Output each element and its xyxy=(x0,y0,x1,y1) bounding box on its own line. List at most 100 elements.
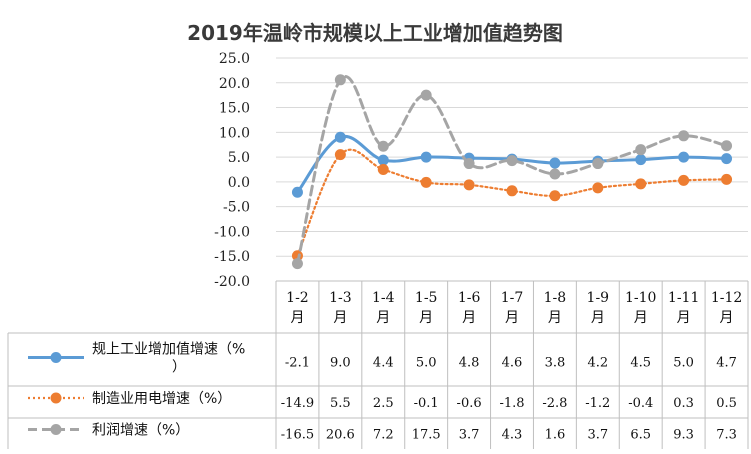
table-cell: -2.1 xyxy=(285,356,310,371)
table-cell: 4.2 xyxy=(587,356,608,371)
table-cell: 20.6 xyxy=(326,428,355,443)
table-cell: -1.8 xyxy=(499,396,524,411)
x-tick-label: 1-6 月 xyxy=(458,290,481,326)
series-3 xyxy=(291,74,733,270)
y-tick-label: -10.0 xyxy=(214,224,250,240)
table-cell: -1.2 xyxy=(585,396,610,411)
table-cell: 4.6 xyxy=(502,356,523,371)
data-point xyxy=(377,164,389,175)
data-point xyxy=(678,151,690,163)
y-tick-label: -5.0 xyxy=(223,200,250,216)
table-cell: 5.0 xyxy=(416,356,437,371)
table-cell: 3.8 xyxy=(545,356,566,371)
data-point xyxy=(635,178,647,190)
data-point xyxy=(635,144,647,156)
data-point xyxy=(420,89,432,101)
data-point xyxy=(291,258,303,270)
x-tick-label: 1-9 月 xyxy=(587,290,610,326)
data-point xyxy=(420,176,432,188)
table-cell: 7.2 xyxy=(373,428,394,443)
x-tick-label: 1-5 月 xyxy=(415,290,438,326)
table-cell: -0.1 xyxy=(414,396,439,411)
table-cell: 4.4 xyxy=(373,356,394,371)
data-point xyxy=(334,149,346,161)
data-point xyxy=(678,130,690,142)
data-point xyxy=(377,140,389,152)
x-tick-label: 1-8 月 xyxy=(544,290,567,326)
data-point xyxy=(463,179,475,191)
data-point xyxy=(721,140,733,152)
table-cell: -2.8 xyxy=(542,396,567,411)
data-point xyxy=(721,173,733,185)
data-point xyxy=(549,190,561,202)
table-cell: -16.5 xyxy=(281,428,314,443)
table-cell: 9.0 xyxy=(330,356,351,371)
y-tick-label: 5.0 xyxy=(228,150,250,166)
legend-swatch-marker xyxy=(50,392,62,404)
table-cell: 3.7 xyxy=(459,428,480,443)
table-cell: 0.5 xyxy=(716,396,737,411)
y-axis-ticks: 25.0 20.0 15.0 10.0 5.0 0.0 -5.0 -10.0 -15.0 -20.… xyxy=(214,51,250,290)
table-cell: 4.5 xyxy=(630,356,651,371)
data-point xyxy=(549,157,561,169)
x-tick-label: 1-2 月 xyxy=(286,290,309,326)
data-point xyxy=(506,155,518,167)
legend-swatch-marker xyxy=(50,352,62,363)
data-point xyxy=(420,151,432,163)
legend-label: 制造业用电增速（%） xyxy=(92,391,231,407)
table-cell: 5.0 xyxy=(673,356,694,371)
table-cell: -14.9 xyxy=(281,396,314,411)
legend-label: 利润增速（%） xyxy=(92,423,189,439)
table-cell: 6.5 xyxy=(630,428,651,443)
table-cell: 5.5 xyxy=(330,396,351,411)
x-tick-label: 1-11 月 xyxy=(668,290,699,326)
data-point xyxy=(635,154,647,166)
x-tick-label: 1-7 月 xyxy=(501,290,524,326)
table-cell: 4.7 xyxy=(716,356,737,371)
data-point xyxy=(678,174,690,186)
data-table: 1-2 月 1-3 月 1-4 月 1-5 月 1-6 月 1-7 月 1-8 月 1-9 月 1-10 月 1-1… xyxy=(7,280,749,449)
data-point xyxy=(592,182,604,194)
data-point xyxy=(291,250,303,262)
y-tick-label: 10.0 xyxy=(219,125,250,141)
data-point xyxy=(506,185,518,197)
y-tick-label: 15.0 xyxy=(219,101,250,117)
data-point xyxy=(334,74,346,86)
data-point xyxy=(377,154,389,166)
y-tick-label: -15.0 xyxy=(214,249,250,265)
table-cell: 3.7 xyxy=(587,428,608,443)
series-2 xyxy=(291,148,733,262)
data-point xyxy=(334,131,346,143)
series-layer xyxy=(291,74,733,270)
legend-swatch-marker xyxy=(50,424,62,435)
legend-label: 规上工业增加值增速（%） xyxy=(92,342,245,376)
table-cell: 4.8 xyxy=(459,356,480,371)
table-cell: 9.3 xyxy=(673,428,694,443)
series-line xyxy=(296,148,728,257)
table-cell: 17.5 xyxy=(412,428,441,443)
y-tick-label: 25.0 xyxy=(219,51,250,67)
data-point xyxy=(721,153,733,165)
table-cell: 0.3 xyxy=(673,396,694,411)
x-tick-label: 1-12 月 xyxy=(711,290,742,326)
x-tick-label: 1-10 月 xyxy=(625,290,656,326)
chart-title: 2019年温岭市规模以上工业增加值趋势图 xyxy=(187,21,563,45)
gridlines xyxy=(276,57,748,282)
table-cell: 7.3 xyxy=(716,428,737,443)
x-tick-label: 1-3 月 xyxy=(329,290,352,326)
data-point xyxy=(291,186,303,198)
data-point xyxy=(549,168,561,180)
y-tick-label: 0.0 xyxy=(228,175,250,191)
table-cell: 2.5 xyxy=(373,396,394,411)
y-tick-label: -20.0 xyxy=(214,274,250,290)
data-point xyxy=(463,158,475,170)
x-tick-label: 1-4 月 xyxy=(372,290,395,326)
table-cell: -0.4 xyxy=(628,396,653,411)
table-cell: 1.6 xyxy=(545,428,566,443)
table-cell: -0.6 xyxy=(457,396,482,411)
data-point xyxy=(592,158,604,170)
table-cell: 4.3 xyxy=(502,428,523,443)
y-tick-label: 20.0 xyxy=(219,76,250,92)
